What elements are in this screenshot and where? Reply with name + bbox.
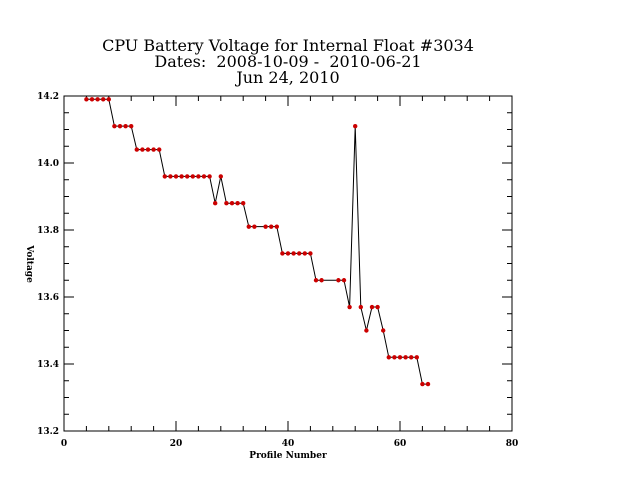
data-point xyxy=(386,355,391,360)
data-point xyxy=(358,304,363,310)
data-point xyxy=(336,278,341,283)
x-tick-label: 60 xyxy=(394,439,407,449)
data-point xyxy=(162,174,167,179)
data-point xyxy=(297,251,302,256)
data-point xyxy=(241,201,246,206)
data-point xyxy=(252,224,257,229)
data-point xyxy=(369,304,375,310)
data-point xyxy=(207,174,212,179)
chart-title-line-1: CPU Battery Voltage for Internal Float #… xyxy=(102,36,474,55)
y-axis-label: Voltage xyxy=(24,244,34,283)
y-tick-label: 13.6 xyxy=(37,293,59,303)
data-point xyxy=(274,224,279,229)
data-point xyxy=(179,174,184,179)
data-point xyxy=(291,251,296,256)
data-point xyxy=(364,328,369,333)
data-point xyxy=(347,304,352,310)
y-tick-label: 13.8 xyxy=(37,226,59,236)
chart-title-line-2: Dates: 2008-10-09 - 2010-06-21 xyxy=(154,52,422,71)
data-point xyxy=(213,201,218,206)
data-point xyxy=(95,97,100,102)
data-point xyxy=(129,123,134,129)
data-point xyxy=(414,355,419,360)
data-point xyxy=(224,201,229,206)
data-point xyxy=(425,381,431,387)
data-point xyxy=(201,174,207,179)
data-point xyxy=(420,381,425,387)
data-point xyxy=(117,123,123,129)
data-point xyxy=(168,174,173,179)
data-point xyxy=(101,97,106,102)
data-point xyxy=(106,97,112,102)
x-tick-label: 20 xyxy=(170,439,183,449)
data-point xyxy=(218,174,223,179)
x-tick-label: 0 xyxy=(61,439,67,449)
x-tick-label: 40 xyxy=(282,439,295,449)
data-point xyxy=(190,174,195,179)
data-point xyxy=(397,355,403,360)
y-tick-label: 13.2 xyxy=(37,427,59,437)
data-point xyxy=(84,97,89,102)
data-point xyxy=(235,201,240,206)
data-point xyxy=(185,174,190,179)
data-point xyxy=(140,147,145,152)
data-point xyxy=(229,201,235,206)
data-point xyxy=(308,251,313,256)
data-point xyxy=(157,147,162,152)
data-point xyxy=(375,304,380,310)
x-tick-label: 80 xyxy=(506,439,519,449)
data-point xyxy=(403,355,408,360)
data-point xyxy=(123,123,128,129)
plot-frame xyxy=(63,95,513,432)
data-point xyxy=(392,355,397,360)
data-point xyxy=(263,224,268,229)
data-point xyxy=(145,147,151,152)
chart-title-line-3: Jun 24, 2010 xyxy=(236,68,340,87)
data-point xyxy=(112,123,117,129)
series-line xyxy=(86,98,428,385)
data-point xyxy=(196,174,201,179)
data-point xyxy=(151,147,156,152)
data-point xyxy=(319,278,324,283)
data-point xyxy=(134,147,139,152)
x-axis-label: Profile Number xyxy=(249,451,327,461)
data-point xyxy=(89,97,95,102)
y-tick-label: 14.0 xyxy=(37,159,59,169)
data-point xyxy=(409,355,414,360)
data-point xyxy=(353,123,358,129)
y-tick-label: 13.4 xyxy=(37,360,59,370)
data-point xyxy=(280,251,285,256)
data-point xyxy=(313,278,319,283)
data-point xyxy=(269,224,274,229)
data-point xyxy=(246,224,251,229)
data-point xyxy=(302,251,307,256)
data-point xyxy=(381,328,386,333)
y-tick-label: 14.2 xyxy=(37,92,59,102)
data-point xyxy=(341,278,347,283)
data-point xyxy=(173,174,179,179)
data-point xyxy=(285,251,291,256)
